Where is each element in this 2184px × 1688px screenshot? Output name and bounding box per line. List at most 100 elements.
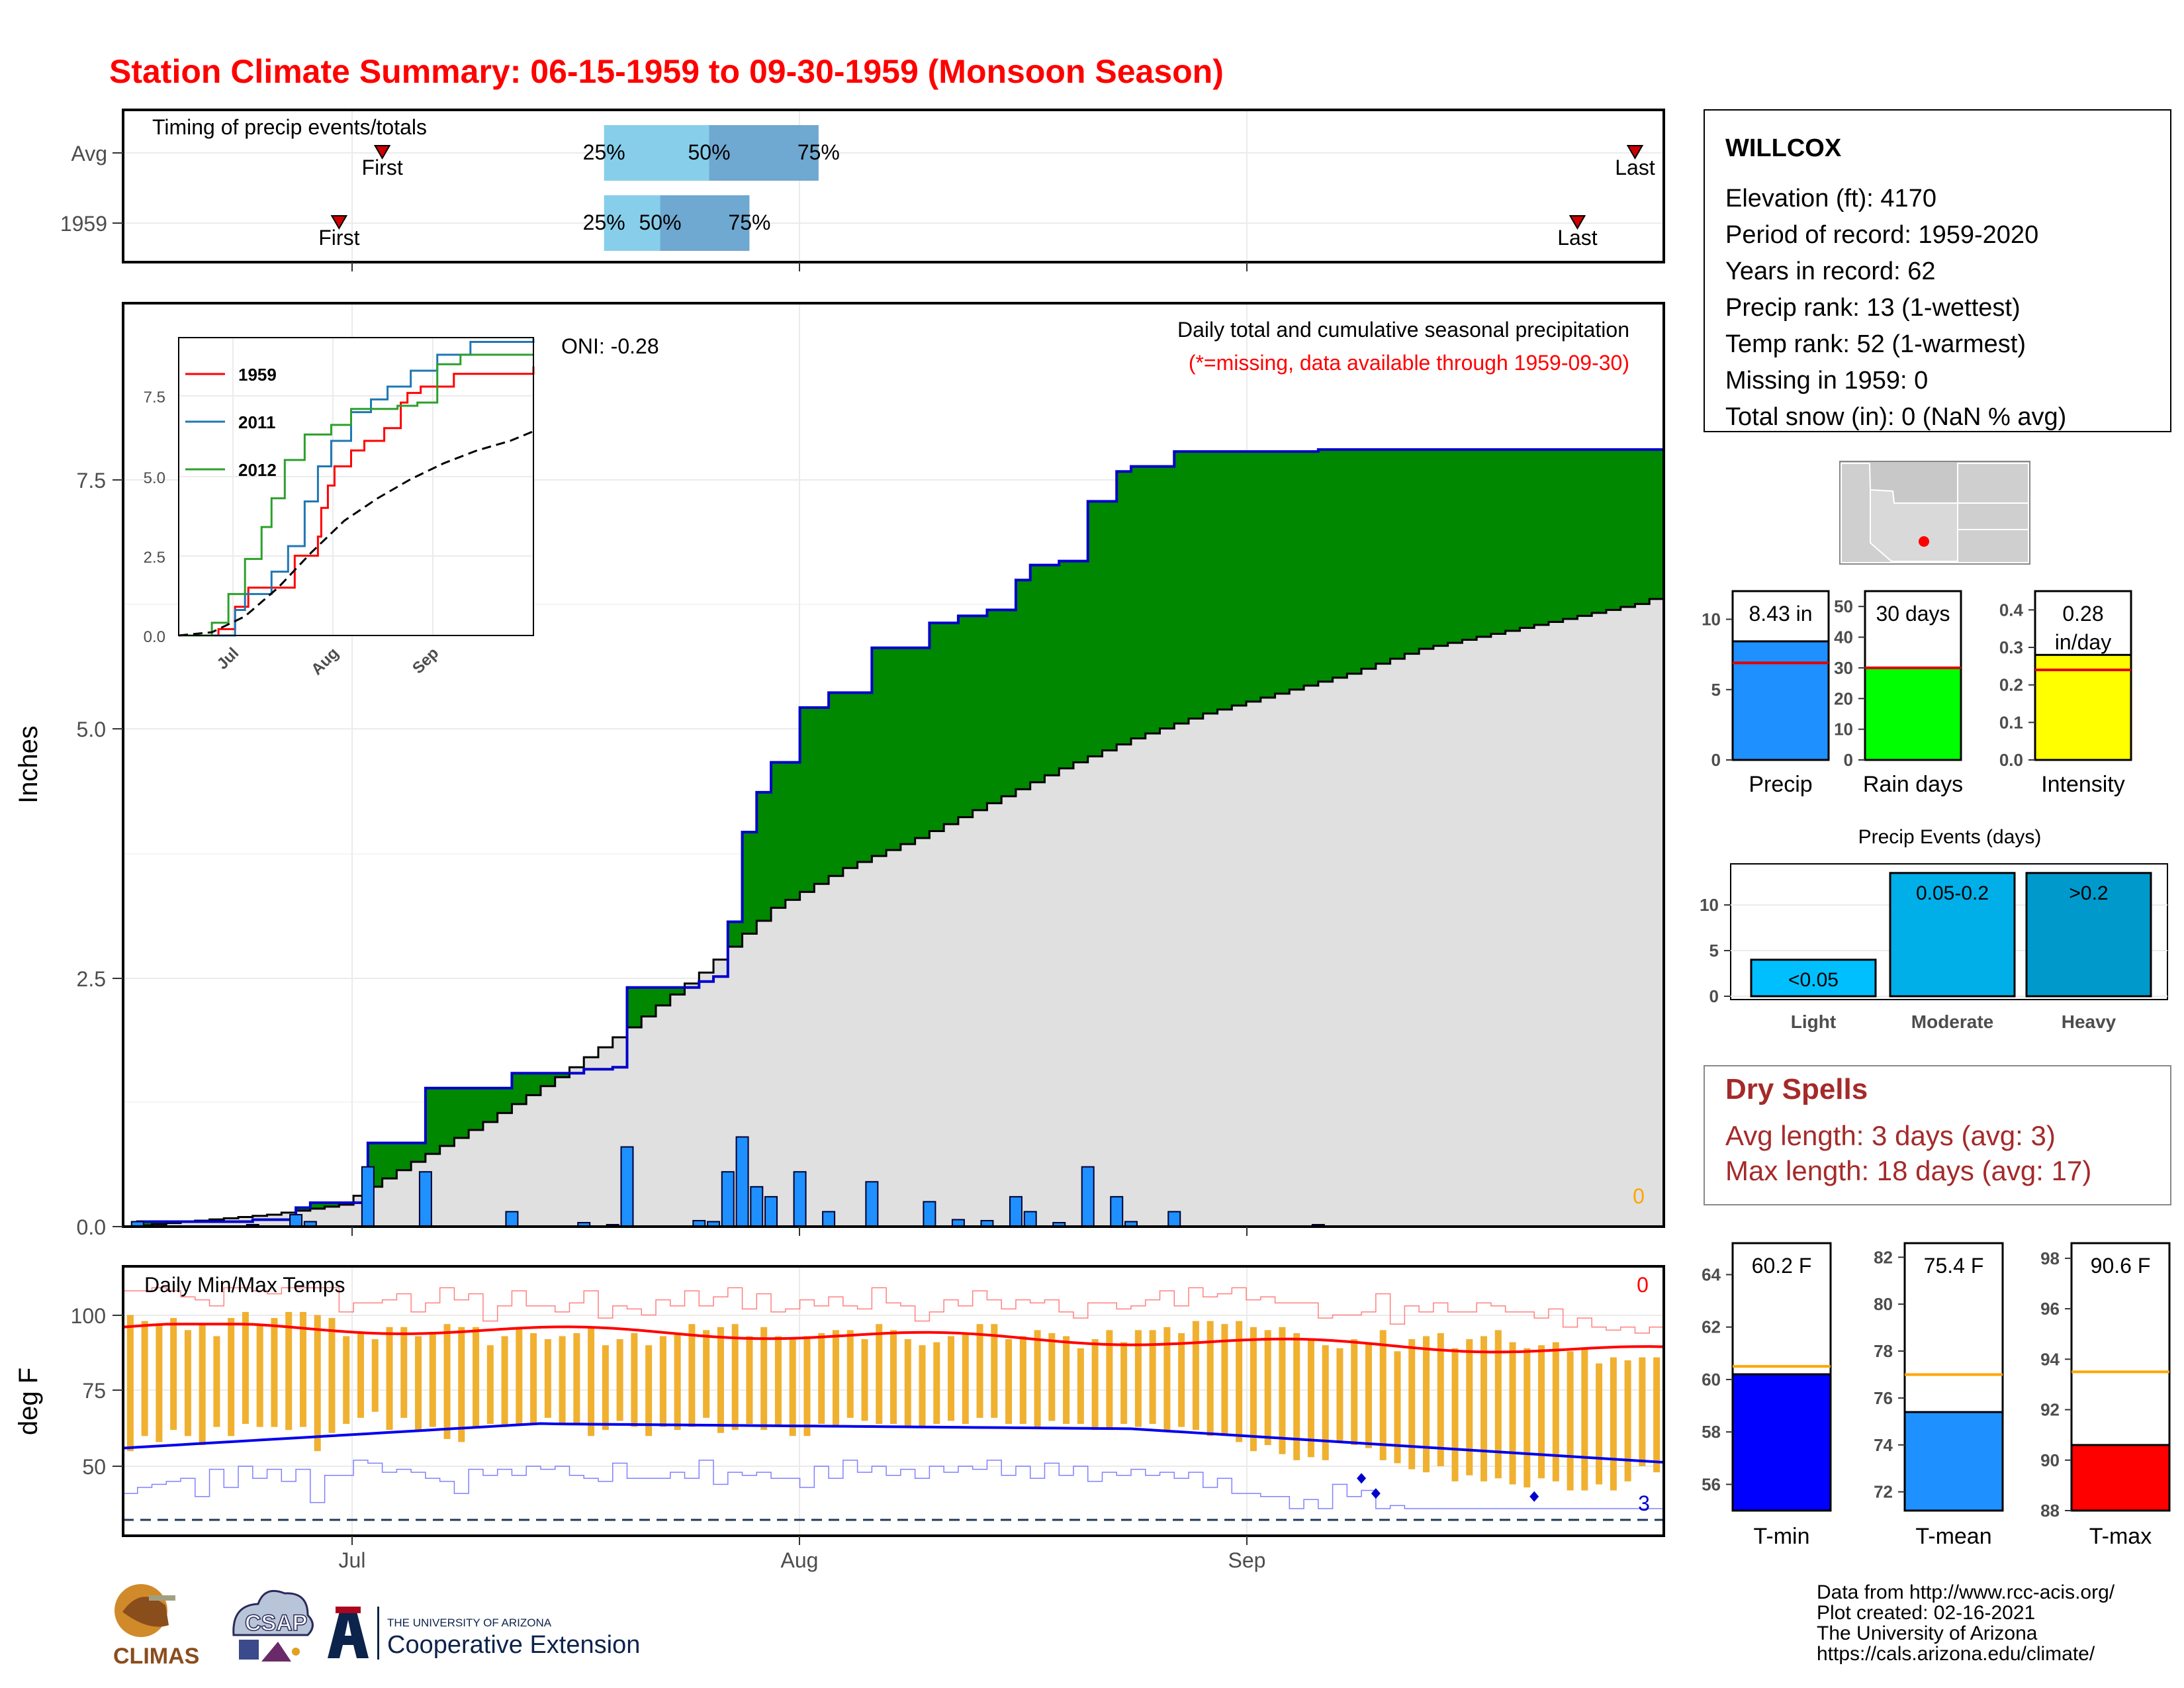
inset-xtick-sep: Sep — [409, 644, 442, 677]
daily-temp-bar — [645, 1345, 653, 1436]
temperature-summary-bars: 60.2 F T-min 56 58 60 62 64 75.4 F T-mean 72 74 76 7… — [1702, 1242, 2171, 1549]
timing-marker-last-1959 — [1569, 215, 1586, 230]
summary-tick-label: 30 — [1834, 658, 1853, 678]
daily-temp-bar — [156, 1324, 163, 1442]
daily-temp-bar — [1206, 1321, 1214, 1436]
daily-temp-bar — [415, 1336, 422, 1430]
daily-temp-bar — [516, 1327, 523, 1425]
daily-precip-bar — [923, 1201, 936, 1227]
daily-temp-bar — [774, 1336, 782, 1427]
daily-temp-bar — [1581, 1348, 1588, 1491]
inset-series — [178, 338, 535, 637]
ua-big-text: Cooperative Extension — [387, 1631, 640, 1659]
precip-series — [123, 448, 1665, 1228]
daily-temp-bar — [1120, 1342, 1128, 1425]
daily-temp-bar — [170, 1318, 177, 1430]
summary-bar-1 — [1864, 667, 1962, 761]
station-info-box: WILLCOX Elevation (ft): 4170 Period of r… — [1704, 109, 2171, 432]
daily-temp-bar — [458, 1327, 465, 1442]
daily-temp-bar — [1322, 1345, 1329, 1460]
summary-tick-label: 20 — [1834, 688, 1853, 708]
temp-summary-tick-label: 78 — [1874, 1341, 1893, 1361]
daily-temp-bar — [1034, 1330, 1041, 1427]
daily-temp-bar — [861, 1339, 868, 1421]
daily-precip-bar — [793, 1171, 807, 1227]
daily-temp-bar — [703, 1330, 710, 1418]
summary-tick-label: 10 — [1834, 720, 1853, 739]
summary-tick-label: 5 — [1711, 680, 1721, 700]
temp-panel: Daily Min/Max Temps 0 3 deg F 50 75 100 … — [14, 1265, 1665, 1572]
daily-temp-bar — [1192, 1321, 1199, 1430]
daily-temp-bar — [1624, 1360, 1631, 1481]
daily-temp-bar — [731, 1324, 739, 1430]
events-tick-label: 10 — [1700, 895, 1719, 915]
temp-summary-tick-label: 64 — [1702, 1265, 1721, 1285]
daily-precip-bar — [289, 1213, 303, 1227]
daily-temp-bar — [184, 1330, 191, 1436]
precip-panel: Daily total and cumulative seasonal prec… — [14, 302, 1665, 1239]
temp-summary-tick-label: 94 — [2040, 1349, 2060, 1369]
timing-label-last-1959: Last — [1557, 226, 1598, 250]
daily-temp-bar — [919, 1345, 926, 1427]
event-bar-label-light: <0.05 — [1788, 969, 1839, 991]
daily-temp-bar — [688, 1324, 696, 1427]
daily-temp-bar — [1307, 1339, 1314, 1458]
x-tick-aug: Aug — [781, 1548, 819, 1572]
inset-series-1959 — [179, 366, 535, 637]
daily-temp-bar — [371, 1339, 379, 1412]
temp-summary-label-2: T-max — [2089, 1524, 2152, 1549]
temp-summary-value-2: 90.6 F — [2091, 1254, 2151, 1278]
daily-temp-bar — [717, 1327, 724, 1433]
precip-events-bars: 0 5 10 <0.05 Light 0.05-0.2 Moderate >0.2 Heavy — [1700, 872, 2167, 1032]
daily-temp-bar — [530, 1333, 537, 1425]
daily-temp-bar — [443, 1324, 451, 1439]
timing-title: Timing of precip events/totals — [152, 115, 427, 139]
summary-label-2: Intensity — [2041, 772, 2125, 797]
credits: Data from http://www.rcc-acis.org/ Plot … — [1817, 1582, 2115, 1664]
event-bar-light — [1750, 959, 1877, 998]
daily-temp-bar — [544, 1339, 551, 1418]
daily-temp-bar — [256, 1324, 263, 1427]
daily-temp-bar — [1106, 1330, 1113, 1430]
ua-small-text: THE UNIVERSITY OF ARIZONA — [387, 1617, 552, 1629]
inset-series-2012 — [179, 353, 533, 637]
precip-ytick-1: 2.5 — [77, 967, 106, 991]
daily-temp-bar — [803, 1336, 811, 1436]
daily-temp-bar — [631, 1333, 638, 1427]
x-tick-sep: Sep — [1228, 1548, 1266, 1572]
daily-precip-bar — [735, 1136, 749, 1228]
daily-temp-bar — [228, 1318, 235, 1436]
summary-tick-label: 0.4 — [1999, 600, 2024, 620]
inset-ytick-1: 2.5 — [144, 549, 165, 567]
precip-subtitle: Daily total and cumulative seasonal prec… — [1177, 318, 1629, 342]
temp-summary-tick-label: 90 — [2040, 1450, 2060, 1470]
daily-temp-bar — [473, 1327, 480, 1427]
event-bar-heavy — [2025, 872, 2152, 998]
daily-temp-bar — [1134, 1330, 1142, 1427]
precip-events-chart: Precip Events (days) 0 5 10 <0.05 Light 0.05-… — [1700, 826, 2168, 1032]
daily-precip-bar — [750, 1186, 764, 1228]
temp-ytick-75: 75 — [82, 1379, 106, 1403]
daily-temp-bar — [1509, 1342, 1516, 1485]
daily-temp-bar — [386, 1327, 393, 1430]
daily-precip-bar — [1009, 1196, 1023, 1227]
daily-temp-bar — [1552, 1342, 1559, 1481]
daily-precip-bar — [1023, 1211, 1037, 1228]
precip-missing-note: (*=missing, data available through 1959-… — [1189, 351, 1629, 375]
summary-tick-label: 40 — [1834, 628, 1853, 647]
daily-temp-bar — [1437, 1333, 1444, 1466]
daily-temp-bar — [904, 1339, 911, 1427]
daily-temp-bar — [948, 1336, 955, 1421]
daily-temp-bar — [1063, 1336, 1070, 1425]
daily-temp-bar — [1365, 1342, 1372, 1448]
event-bar-moderate — [1889, 872, 2016, 998]
daily-temp-bar — [1005, 1339, 1013, 1425]
daily-temp-bar — [126, 1315, 134, 1452]
daily-precip-bar — [418, 1171, 432, 1227]
daily-temp-bar — [1293, 1333, 1300, 1460]
temp-summary-bar-0 — [1731, 1373, 1832, 1512]
record-high-line — [123, 1287, 1664, 1334]
daily-temp-bar — [674, 1333, 681, 1430]
daily-temp-bar — [1351, 1339, 1358, 1446]
inset-ytick-2: 5.0 — [144, 469, 165, 487]
